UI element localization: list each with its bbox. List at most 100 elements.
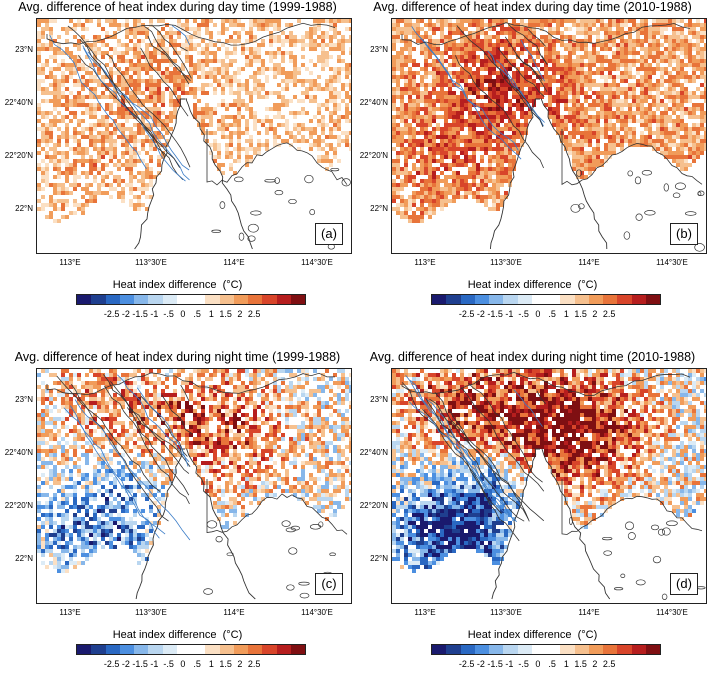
- colorbar-swatch: [248, 645, 263, 654]
- colorbar-swatch: [119, 645, 134, 654]
- colorbar-tick-label: -2: [121, 659, 130, 669]
- colorbar-tick-label: -2.5: [458, 309, 475, 319]
- colorbar-swatch: [77, 645, 92, 654]
- latitude-tick-label: 23°N: [370, 395, 388, 404]
- map-panel-b: Avg. difference of heat index during day…: [355, 0, 710, 349]
- latitude-tick-label: 22°40'N: [4, 448, 33, 457]
- longitude-tick-label: 113°E: [414, 608, 436, 617]
- longitude-tick-label: 114°E: [223, 258, 245, 267]
- latitude-tick-label: 22°N: [15, 554, 33, 563]
- colorbar-tick-label: 1: [208, 309, 214, 319]
- colorbar: [76, 644, 306, 655]
- colorbar-tick-label: -2: [476, 309, 485, 319]
- colorbar-tick-label: 0: [180, 309, 186, 319]
- colorbar: [76, 294, 306, 305]
- colorbar-labels: -2.5 -2 -1.5 -1 -.5 0 .5 1 1.5 2 2.5: [76, 659, 304, 671]
- colorbar-swatch: [119, 295, 134, 304]
- longitude-tick-label: 113°30'E: [490, 608, 522, 617]
- colorbar-tick-label: -2: [121, 309, 130, 319]
- colorbar-swatch: [645, 645, 660, 654]
- colorbar-title-text: Heat index difference: [467, 629, 572, 641]
- latitude-tick-label: 22°40'N: [359, 448, 388, 457]
- colorbar-swatch: [432, 295, 447, 304]
- colorbar-tick-label: -2: [476, 659, 485, 669]
- colorbar-swatch: [503, 645, 518, 654]
- colorbar-tick-label: 2.5: [247, 309, 261, 319]
- colorbar-tick-label: 1: [563, 309, 569, 319]
- longitude-tick-label: 114°E: [578, 258, 600, 267]
- panel-title: Avg. difference of heat index during day…: [18, 0, 337, 14]
- colorbar-swatch: [432, 645, 447, 654]
- longitude-tick-label: 114°30'E: [301, 608, 333, 617]
- colorbar-tick-label: 0: [535, 309, 541, 319]
- colorbar-swatch: [105, 295, 120, 304]
- heat-index-map: [37, 19, 351, 250]
- colorbar-tick-label: -1.5: [132, 309, 148, 319]
- colorbar-swatch: [290, 645, 305, 654]
- colorbar-tick-label: 0: [535, 659, 541, 669]
- colorbar-tick-label: 2.5: [602, 659, 616, 669]
- colorbar-title: Heat index difference (°C): [0, 279, 355, 291]
- colorbar-title: Heat index difference (°C): [355, 279, 710, 291]
- latitude-tick-label: 22°20'N: [359, 501, 388, 510]
- colorbar-labels: -2.5 -2 -1.5 -1 -.5 0 .5 1 1.5 2 2.5: [431, 309, 659, 321]
- colorbar-tick-label: -1.5: [132, 659, 148, 669]
- colorbar-labels: -2.5 -2 -1.5 -1 -.5 0 .5 1 1.5 2 2.5: [76, 309, 304, 321]
- colorbar-swatch: [276, 645, 291, 654]
- colorbar-title: Heat index difference (°C): [355, 629, 710, 641]
- colorbar: [431, 294, 661, 305]
- colorbar-swatch: [460, 295, 475, 304]
- colorbar-swatch: [574, 645, 589, 654]
- colorbar-tick-label: .5: [548, 659, 556, 669]
- colorbar-tick-label: 2: [592, 309, 598, 319]
- colorbar-swatch: [446, 295, 461, 304]
- colorbar-title-text: Heat index difference: [467, 279, 572, 291]
- latitude-tick-label: 22°20'N: [359, 151, 388, 160]
- coastline-and-rivers: [46, 372, 348, 600]
- colorbar-swatch: [262, 645, 277, 654]
- colorbar-tick-label: -1: [150, 309, 159, 319]
- latitude-tick-label: 22°40'N: [4, 98, 33, 107]
- colorbar-swatch: [134, 645, 149, 654]
- colorbar-swatch: [603, 295, 618, 304]
- colorbar-tick-label: 1.5: [219, 309, 232, 319]
- colorbar-swatch: [560, 295, 575, 304]
- panel-title: Avg. difference of heat index during nig…: [369, 350, 696, 364]
- colorbar-swatch: [631, 645, 646, 654]
- latitude-tick-label: 22°20'N: [4, 151, 33, 160]
- colorbar-tick-label: 2: [237, 309, 243, 319]
- heat-index-cells: [392, 19, 706, 223]
- colorbar-swatch: [503, 295, 518, 304]
- colorbar-tick-label: -1.5: [487, 659, 503, 669]
- latitude-tick-label: 22°N: [370, 554, 388, 563]
- map-area: (a): [36, 18, 352, 254]
- panel-label: (c): [315, 573, 343, 595]
- colorbar-swatch: [262, 295, 277, 304]
- colorbar-title: Heat index difference (°C): [0, 629, 355, 641]
- colorbar-swatch: [77, 295, 92, 304]
- latitude-tick-label: 22°40'N: [359, 98, 388, 107]
- latitude-tick-label: 23°N: [370, 45, 388, 54]
- colorbar-title-text: Heat index difference: [112, 279, 217, 291]
- heat-index-map: [37, 369, 351, 600]
- heat-index-cells: [37, 19, 351, 223]
- colorbar-unit: (°C): [222, 279, 243, 291]
- colorbar-tick-label: 1: [208, 659, 214, 669]
- colorbar-tick-label: -2.5: [103, 659, 120, 669]
- colorbar-tick-label: 0: [180, 659, 186, 669]
- colorbar-swatch: [219, 645, 234, 654]
- colorbar-swatch: [603, 645, 618, 654]
- colorbar-swatch: [290, 295, 305, 304]
- map-area: (b): [391, 18, 707, 254]
- colorbar-swatch: [474, 295, 489, 304]
- colorbar-unit: (°C): [577, 629, 598, 641]
- colorbar-swatch: [233, 645, 248, 654]
- heat-index-cells: [37, 369, 351, 573]
- panel-label: (d): [670, 573, 698, 595]
- colorbar-swatch: [546, 645, 561, 654]
- colorbar-swatch: [531, 295, 546, 304]
- colorbar-tick-label: -.5: [163, 659, 174, 669]
- colorbar-tick-label: .5: [193, 659, 201, 669]
- latitude-tick-label: 22°20'N: [4, 501, 33, 510]
- colorbar-swatch: [162, 645, 177, 654]
